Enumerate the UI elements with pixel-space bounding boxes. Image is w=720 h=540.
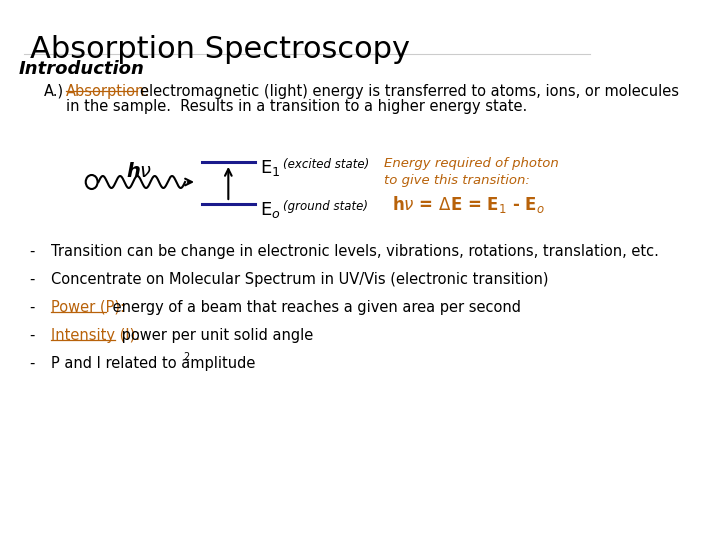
Text: (excited state): (excited state) (283, 158, 369, 171)
Text: Absorption:: Absorption: (66, 84, 150, 99)
Text: A.): A.) (44, 84, 64, 99)
Text: energy of a beam that reaches a given area per second: energy of a beam that reaches a given ar… (108, 300, 521, 315)
Text: -: - (30, 300, 35, 315)
Text: Power (P):: Power (P): (51, 300, 125, 315)
Text: E$_1$: E$_1$ (260, 158, 280, 178)
Text: Absorption Spectroscopy: Absorption Spectroscopy (30, 35, 410, 64)
Text: in the sample.  Results in a transition to a higher energy state.: in the sample. Results in a transition t… (66, 99, 528, 114)
Text: to give this transition:: to give this transition: (384, 174, 529, 187)
Text: -: - (30, 244, 35, 259)
Text: -: - (30, 272, 35, 287)
Text: Introduction: Introduction (19, 60, 145, 78)
Text: Energy required of photon: Energy required of photon (384, 157, 559, 170)
Text: power per unit solid angle: power per unit solid angle (117, 328, 313, 343)
Text: (ground state): (ground state) (283, 200, 368, 213)
Text: 2: 2 (184, 352, 189, 362)
Text: Intensity (I):: Intensity (I): (51, 328, 140, 343)
Text: h$\nu$: h$\nu$ (125, 162, 152, 181)
Text: E$_o$: E$_o$ (260, 200, 280, 220)
Text: -: - (30, 356, 35, 371)
Text: h$\nu$ = $\Delta$E = E$_1$ - E$_o$: h$\nu$ = $\Delta$E = E$_1$ - E$_o$ (392, 194, 545, 215)
Text: electromagnetic (light) energy is transferred to atoms, ions, or molecules: electromagnetic (light) energy is transf… (140, 84, 679, 99)
Text: Concentrate on Molecular Spectrum in UV/Vis (electronic transition): Concentrate on Molecular Spectrum in UV/… (51, 272, 549, 287)
Text: P and I related to amplitude: P and I related to amplitude (51, 356, 256, 371)
Text: -: - (30, 328, 35, 343)
Text: Transition can be change in electronic levels, vibrations, rotations, translatio: Transition can be change in electronic l… (51, 244, 659, 259)
